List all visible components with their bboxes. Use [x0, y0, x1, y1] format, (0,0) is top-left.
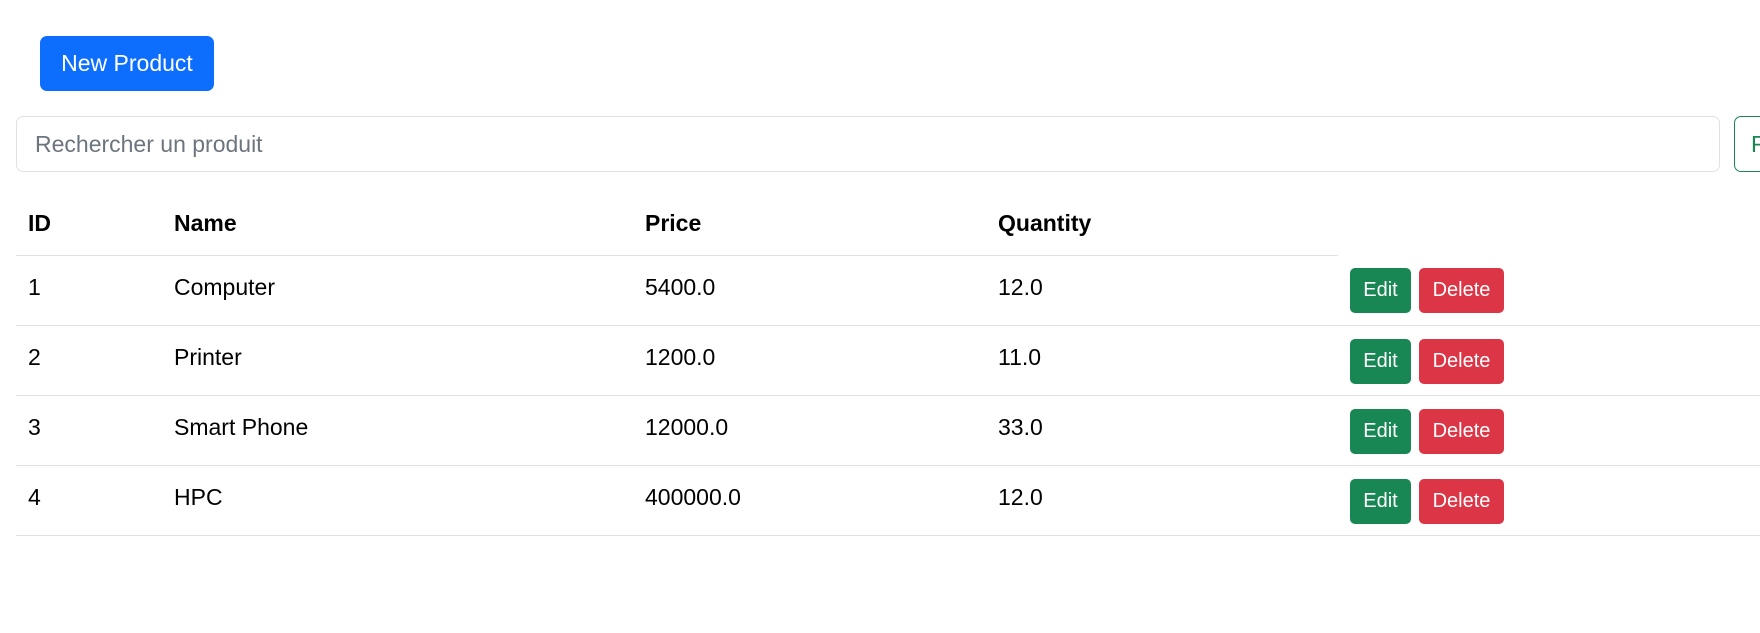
cell-actions: Edit Delete	[1338, 325, 1760, 396]
cell-price-text: 400000.0	[645, 483, 741, 510]
new-product-button[interactable]: New Product	[40, 36, 214, 91]
edit-button[interactable]: Edit	[1350, 408, 1411, 454]
cell-price-text: 12000.0	[645, 413, 729, 440]
cell-id-text: 3	[28, 413, 41, 440]
search-button[interactable]: R	[1734, 116, 1760, 172]
cell-name: Printer	[162, 325, 633, 396]
table-row: 3 Smart Phone 12000.0 33.0 Edit Delete	[16, 395, 1760, 466]
delete-button[interactable]: Delete	[1419, 478, 1504, 524]
table-row: 1 Computer 5400.0 12.0 Edit Delete	[16, 255, 1760, 326]
cell-quantity-text: 11.0	[998, 343, 1042, 370]
edit-button[interactable]: Edit	[1350, 338, 1411, 384]
cell-actions: Edit Delete	[1338, 465, 1760, 536]
edit-button[interactable]: Edit	[1350, 268, 1411, 314]
products-table: ID Name Price Quantity 1 Computer 5400.0…	[16, 193, 1760, 536]
cell-quantity: 12.0	[986, 465, 1338, 536]
cell-price: 400000.0	[633, 465, 986, 536]
column-header-actions	[1338, 193, 1760, 255]
cell-name: HPC	[162, 465, 633, 536]
search-input[interactable]	[16, 116, 1720, 172]
cell-name: Smart Phone	[162, 395, 633, 466]
cell-quantity: 11.0	[986, 325, 1338, 396]
cell-price: 5400.0	[633, 255, 986, 326]
cell-quantity-text: 12.0	[998, 483, 1043, 510]
cell-id: 4	[16, 465, 162, 536]
search-bar: R	[16, 116, 1760, 172]
column-header-quantity: Quantity	[986, 193, 1338, 256]
cell-price-text: 1200.0	[645, 343, 716, 370]
cell-id: 3	[16, 395, 162, 466]
cell-id-text: 4	[28, 483, 41, 510]
cell-name-text: Computer	[174, 273, 275, 300]
cell-name-text: Printer	[174, 343, 242, 370]
cell-price: 12000.0	[633, 395, 986, 466]
delete-button[interactable]: Delete	[1419, 338, 1504, 384]
column-header-name: Name	[162, 193, 633, 256]
cell-quantity-text: 12.0	[998, 273, 1043, 300]
table-header-row: ID Name Price Quantity	[16, 193, 1760, 256]
cell-id-text: 2	[28, 343, 41, 370]
cell-price-text: 5400.0	[645, 273, 716, 300]
cell-quantity-text: 33.0	[998, 413, 1043, 440]
column-header-price: Price	[633, 193, 986, 256]
cell-name: Computer	[162, 255, 633, 326]
cell-actions: Edit Delete	[1338, 395, 1760, 466]
cell-name-text: HPC	[174, 483, 223, 510]
edit-button[interactable]: Edit	[1350, 478, 1411, 524]
cell-quantity: 12.0	[986, 255, 1338, 326]
cell-quantity: 33.0	[986, 395, 1338, 466]
table-row: 4 HPC 400000.0 12.0 Edit Delete	[16, 465, 1760, 536]
column-header-id: ID	[16, 193, 162, 256]
cell-price: 1200.0	[633, 325, 986, 396]
cell-name-text: Smart Phone	[174, 413, 309, 440]
delete-button[interactable]: Delete	[1419, 408, 1504, 454]
cell-id: 2	[16, 325, 162, 396]
delete-button[interactable]: Delete	[1419, 268, 1504, 314]
table-row: 2 Printer 1200.0 11.0 Edit Delete	[16, 325, 1760, 396]
cell-id: 1	[16, 255, 162, 326]
cell-id-text: 1	[28, 273, 41, 300]
cell-actions: Edit Delete	[1338, 255, 1760, 326]
